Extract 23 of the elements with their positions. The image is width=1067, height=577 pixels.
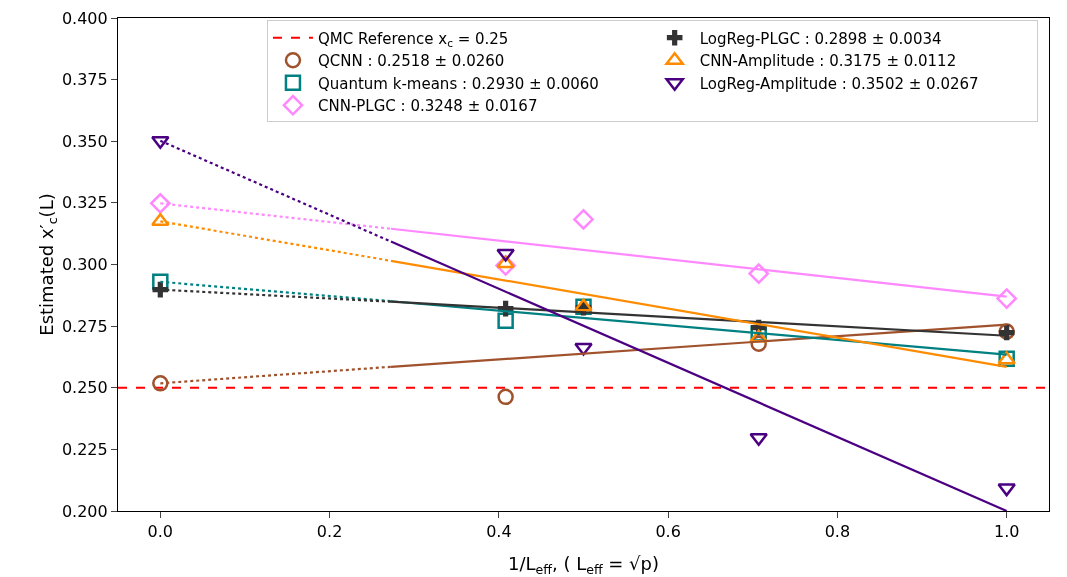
legend-label: Quantum k-means : 0.2930 ± 0.0060 bbox=[317, 74, 599, 93]
legend-label: QCNN : 0.2518 ± 0.0260 bbox=[317, 52, 505, 71]
y-tick-label: 0.225 bbox=[61, 439, 108, 459]
x-axis-title: 1/L$_{eff}$, ( L$_{eff}$ = √p) bbox=[507, 553, 660, 577]
legend-label: CNN-Amplitude : 0.3175 ± 0.0112 bbox=[699, 52, 957, 71]
y-tick-label: 0.375 bbox=[61, 70, 108, 90]
legend-label: CNN-PLGC : 0.3248 ± 0.0167 bbox=[317, 97, 538, 116]
x-tick-label: 0.2 bbox=[316, 522, 343, 542]
y-tick-label: 0.250 bbox=[61, 378, 108, 398]
y-tick-label: 0.350 bbox=[61, 131, 108, 151]
x-tick-label: 1.0 bbox=[993, 522, 1020, 542]
x-tick-label: 0.4 bbox=[486, 522, 512, 542]
y-tick-label: 0.200 bbox=[61, 501, 108, 521]
x-tick-label: 0.6 bbox=[655, 522, 681, 542]
legend-label: LogReg-Amplitude : 0.3502 ± 0.0267 bbox=[699, 74, 979, 93]
legend-label: QMC Reference x$_{c}$ = 0.25 bbox=[317, 29, 509, 49]
x-tick-label: 0.0 bbox=[147, 522, 174, 542]
legend-label: LogReg-PLGC : 0.2898 ± 0.0034 bbox=[699, 29, 942, 48]
y-tick-label: 0.300 bbox=[61, 255, 108, 275]
x-tick-label: 0.8 bbox=[824, 522, 851, 542]
y-tick-label: 0.400 bbox=[61, 8, 108, 28]
y-tick-label: 0.325 bbox=[61, 193, 108, 213]
y-tick-label: 0.275 bbox=[61, 316, 108, 336]
